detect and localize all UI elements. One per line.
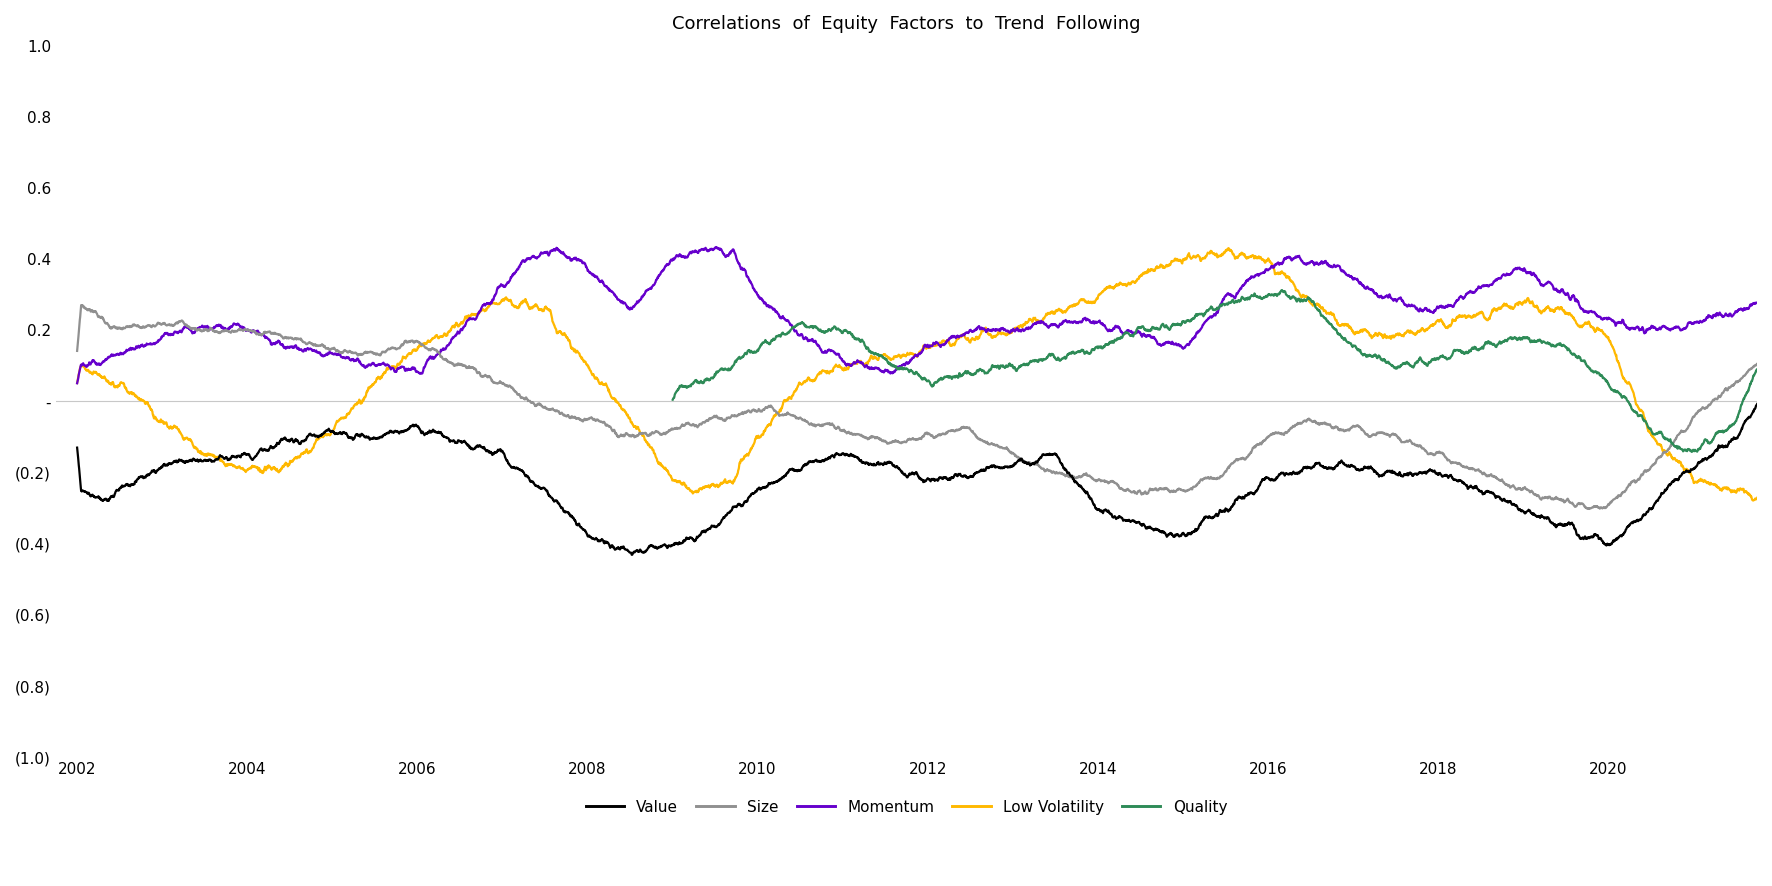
Value	[1051, 459, 1072, 470]
Low Volatility	[1228, 251, 1249, 261]
Size	[1460, 463, 1481, 474]
Momentum	[71, 360, 92, 370]
Low Volatility	[351, 398, 372, 408]
Size	[664, 424, 686, 434]
Low Volatility	[1051, 306, 1072, 316]
Line: Size: Size	[78, 305, 1770, 509]
Momentum	[705, 242, 727, 253]
Quality	[664, 389, 686, 400]
Low Volatility	[1754, 496, 1772, 507]
Line: Quality: Quality	[673, 291, 1770, 452]
Quality	[1226, 296, 1247, 307]
Low Volatility	[1217, 243, 1239, 253]
Size	[71, 300, 92, 311]
Quality	[1051, 354, 1072, 364]
Value	[1760, 387, 1772, 398]
Size	[67, 346, 89, 356]
Size	[351, 349, 372, 360]
Momentum	[1460, 285, 1481, 296]
Momentum	[664, 253, 686, 263]
Line: Value: Value	[78, 391, 1770, 555]
Value	[664, 539, 686, 549]
Value	[71, 486, 92, 496]
Low Volatility	[664, 475, 686, 486]
Momentum	[1051, 317, 1072, 328]
Value	[67, 442, 89, 453]
Size	[1760, 369, 1772, 379]
Quality	[1460, 346, 1481, 356]
Momentum	[1760, 338, 1772, 349]
Low Volatility	[1760, 451, 1772, 462]
Value	[1228, 493, 1249, 503]
Quality	[1760, 361, 1772, 371]
Value	[1460, 480, 1481, 491]
Low Volatility	[67, 377, 89, 388]
Low Volatility	[1460, 311, 1481, 322]
Value	[351, 429, 372, 439]
Size	[1228, 455, 1249, 465]
Title: Correlations  of  Equity  Factors  to  Trend  Following: Correlations of Equity Factors to Trend …	[672, 15, 1141, 33]
Size	[71, 299, 92, 310]
Low Volatility	[71, 361, 92, 372]
Momentum	[67, 378, 89, 389]
Momentum	[1228, 287, 1249, 298]
Legend: Value, Size, Momentum, Low Volatility, Quality: Value, Size, Momentum, Low Volatility, Q…	[579, 794, 1233, 820]
Size	[1051, 468, 1072, 478]
Line: Momentum: Momentum	[78, 247, 1770, 384]
Size	[1579, 503, 1600, 514]
Momentum	[351, 359, 372, 369]
Line: Low Volatility: Low Volatility	[78, 248, 1770, 501]
Value	[1758, 385, 1772, 396]
Value	[622, 549, 643, 560]
